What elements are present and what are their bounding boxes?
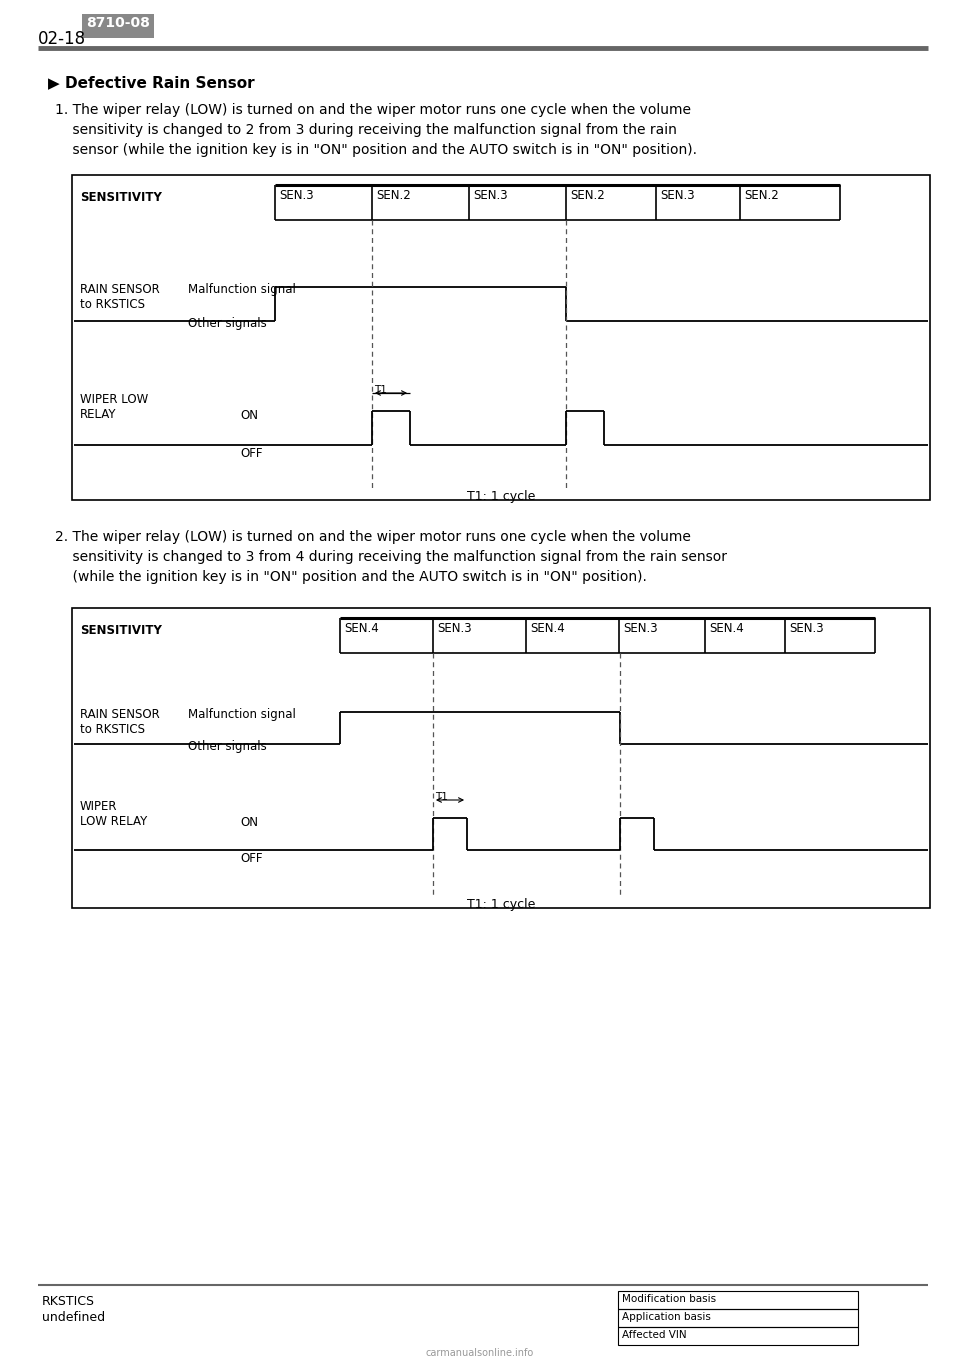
Bar (618, 1327, 858, 1344)
Bar (82, 14, 154, 38)
Text: SEN.3: SEN.3 (660, 189, 695, 202)
Text: Other signals: Other signals (188, 316, 267, 330)
Text: T1: T1 (374, 386, 387, 395)
Text: 2. The wiper relay (LOW) is turned on and the wiper motor runs one cycle when th: 2. The wiper relay (LOW) is turned on an… (55, 530, 691, 545)
Bar (618, 1291, 858, 1309)
Text: WIPER LOW
RELAY: WIPER LOW RELAY (80, 392, 148, 421)
Text: 02-18: 02-18 (38, 30, 86, 48)
Text: T1: 1 cycle: T1: 1 cycle (467, 490, 535, 502)
Text: (while the ignition key is in "ON" position and the AUTO switch is in "ON" posit: (while the ignition key is in "ON" posit… (55, 570, 647, 584)
Bar (72, 608, 930, 909)
Text: SEN.2: SEN.2 (376, 189, 411, 202)
Text: SEN.2: SEN.2 (744, 189, 779, 202)
Text: ▶ Defective Rain Sensor: ▶ Defective Rain Sensor (48, 75, 254, 90)
Text: ON: ON (240, 409, 258, 422)
Text: sensitivity is changed to 2 from 3 during receiving the malfunction signal from : sensitivity is changed to 2 from 3 durin… (55, 124, 677, 137)
Text: carmanualsonline.info: carmanualsonline.info (426, 1348, 534, 1358)
Text: sensor (while the ignition key is in "ON" position and the AUTO switch is in "ON: sensor (while the ignition key is in "ON… (55, 143, 697, 158)
Text: sensitivity is changed to 3 from 4 during receiving the malfunction signal from : sensitivity is changed to 3 from 4 durin… (55, 550, 727, 564)
Text: ON: ON (240, 816, 258, 828)
Text: SENSITIVITY: SENSITIVITY (80, 623, 162, 637)
Text: OFF: OFF (240, 851, 262, 865)
Text: RAIN SENSOR
to RKSTICS: RAIN SENSOR to RKSTICS (80, 282, 159, 311)
Text: SEN.3: SEN.3 (789, 622, 824, 636)
Text: Application basis: Application basis (622, 1312, 710, 1321)
Text: SEN.4: SEN.4 (709, 622, 744, 636)
Text: RKSTICS: RKSTICS (42, 1296, 95, 1308)
Text: undefined: undefined (42, 1310, 106, 1324)
Text: WIPER
LOW RELAY: WIPER LOW RELAY (80, 800, 147, 828)
Text: SEN.3: SEN.3 (623, 622, 658, 636)
Text: SEN.3: SEN.3 (437, 622, 471, 636)
Text: Affected VIN: Affected VIN (622, 1329, 686, 1340)
Text: 8710-08: 8710-08 (86, 16, 150, 30)
Text: SENSITIVITY: SENSITIVITY (80, 191, 162, 204)
Text: SEN.2: SEN.2 (570, 189, 605, 202)
Text: Modification basis: Modification basis (622, 1294, 716, 1304)
Text: Malfunction signal: Malfunction signal (188, 282, 296, 296)
Text: Malfunction signal: Malfunction signal (188, 708, 296, 721)
Bar (618, 1309, 858, 1327)
Text: SEN.4: SEN.4 (530, 622, 564, 636)
Text: SEN.3: SEN.3 (279, 189, 314, 202)
Bar (72, 175, 930, 500)
Text: T1: 1 cycle: T1: 1 cycle (467, 898, 535, 911)
Text: RAIN SENSOR
to RKSTICS: RAIN SENSOR to RKSTICS (80, 708, 159, 736)
Text: OFF: OFF (240, 447, 262, 460)
Text: Other signals: Other signals (188, 740, 267, 752)
Text: 1. The wiper relay (LOW) is turned on and the wiper motor runs one cycle when th: 1. The wiper relay (LOW) is turned on an… (55, 103, 691, 117)
Text: SEN.3: SEN.3 (473, 189, 508, 202)
Text: SEN.4: SEN.4 (344, 622, 379, 636)
Text: T1: T1 (435, 792, 448, 803)
